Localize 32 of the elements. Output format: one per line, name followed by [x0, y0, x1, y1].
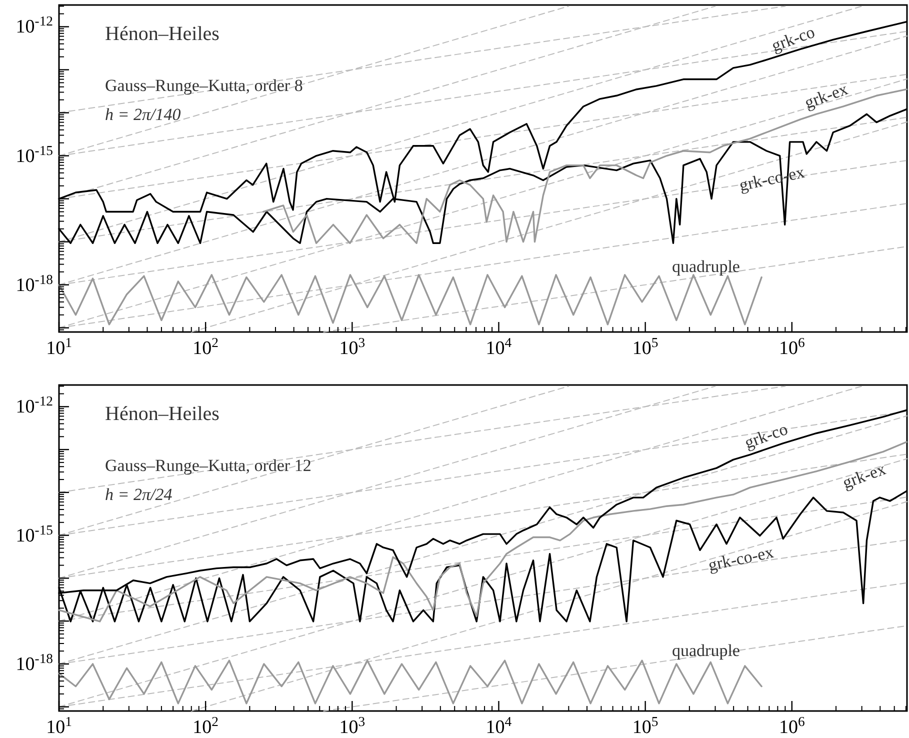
text: grk-co-ex	[738, 162, 807, 195]
y-tick-label: 10$^{-15}$	[16, 522, 54, 546]
x-tick-label: 10$^{5}$	[632, 334, 658, 359]
text: Hénon–Heiles	[105, 403, 220, 425]
y-tick-label: 10$^{-12}$	[16, 13, 54, 38]
x-tick-label: 10$^{1}$	[46, 714, 72, 738]
annotation: h = 2π/140	[105, 105, 182, 124]
series-label: quadruple	[672, 641, 740, 660]
text: Gauss–Runge–Kutta, order 8	[105, 76, 303, 95]
y-tick-label: 10$^{-18}$	[16, 650, 54, 675]
y-tick-label: 10$^{-15}$	[16, 142, 54, 167]
x-tick-label: 10$^{4}$	[486, 714, 512, 738]
series-label: quadruple	[672, 257, 740, 276]
x-tick-label: 10$^{1}$	[46, 334, 72, 359]
text: grk-co-ex	[706, 542, 776, 575]
x-tick-label: 10$^{3}$	[339, 334, 366, 359]
annotation: h = 2π/24	[105, 485, 173, 504]
text: grk-co	[742, 419, 790, 452]
x-tick-label: 10$^{6}$	[778, 334, 805, 359]
x-tick-label: 10$^{3}$	[339, 714, 366, 738]
text: grk-ex	[840, 459, 889, 492]
x-tick-label: 10$^{5}$	[632, 714, 658, 738]
x-tick-label: 10$^{2}$	[192, 334, 219, 359]
text: Hénon–Heiles	[105, 23, 220, 45]
text: grk-co	[769, 22, 818, 56]
x-tick-label: 10$^{2}$	[192, 714, 219, 738]
x-tick-label: 10$^{4}$	[486, 334, 512, 359]
text: grk-ex	[802, 79, 851, 112]
text: Gauss–Runge–Kutta, order 12	[105, 456, 312, 475]
x-tick-label: 10$^{6}$	[778, 714, 805, 738]
y-tick-label: 10$^{-12}$	[16, 393, 54, 418]
y-tick-label: 10$^{-18}$	[16, 271, 54, 296]
